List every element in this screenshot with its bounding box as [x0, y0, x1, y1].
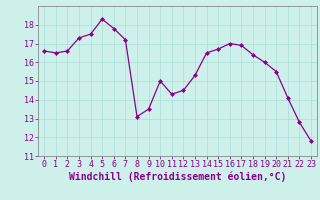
X-axis label: Windchill (Refroidissement éolien,°C): Windchill (Refroidissement éolien,°C)	[69, 172, 286, 182]
